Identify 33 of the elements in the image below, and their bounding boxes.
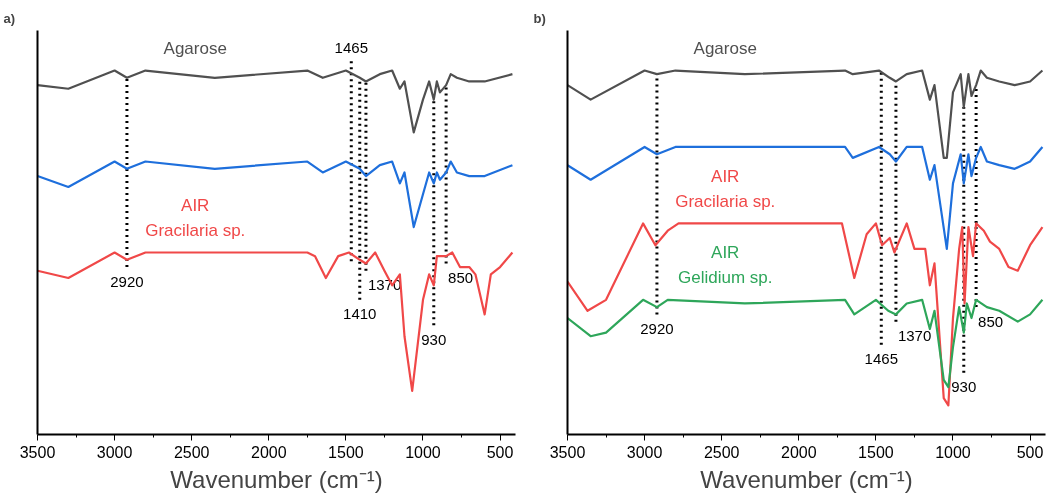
x-tick-label: 2000 [250,443,287,461]
x-tick-label: 1000 [405,443,441,461]
x-tick-label: 3000 [96,443,133,461]
ref-line-label: 930 [421,330,447,348]
ref-line-label: 2920 [640,319,674,337]
ref-line-label: 1465 [864,350,898,368]
x-tick-label: 1500 [328,443,364,461]
ref-line-label: 930 [951,378,977,396]
x-tick-label: 1000 [935,443,971,461]
x-tick-label: 2000 [780,443,817,461]
chart-title: a) [3,10,16,26]
x-tick-label: 3500 [19,443,56,461]
x-tick-label: 2500 [703,443,740,461]
series-label: Agarose [693,38,757,58]
series-label: AIR Gracilaria sp. [675,166,776,211]
x-tick-label: 500 [486,443,514,461]
x-axis-title: Wavenumber (cm⁻¹) [700,465,913,493]
x-tick-label: 2500 [173,443,210,461]
ref-line-label: 850 [978,312,1004,330]
x-tick-label: 3000 [626,443,663,461]
ref-line-label: 2920 [110,272,144,290]
ref-line-label: 1465 [334,38,368,56]
series-label: Agarose [163,38,227,58]
x-tick-label: 500 [1016,443,1044,461]
ref-line-label: 1370 [897,327,932,345]
chart-title: b) [533,10,546,26]
series-label: AIR Gelidium sp. [678,243,773,288]
ref-line-label: 1410 [343,305,377,323]
x-tick-label: 1500 [858,443,894,461]
x-axis-title: Wavenumber (cm⁻¹) [170,465,383,493]
ref-line-label: 850 [448,269,474,286]
series-label: AIR Gracilaria sp. [145,196,246,240]
x-tick-label: 3500 [549,443,586,461]
